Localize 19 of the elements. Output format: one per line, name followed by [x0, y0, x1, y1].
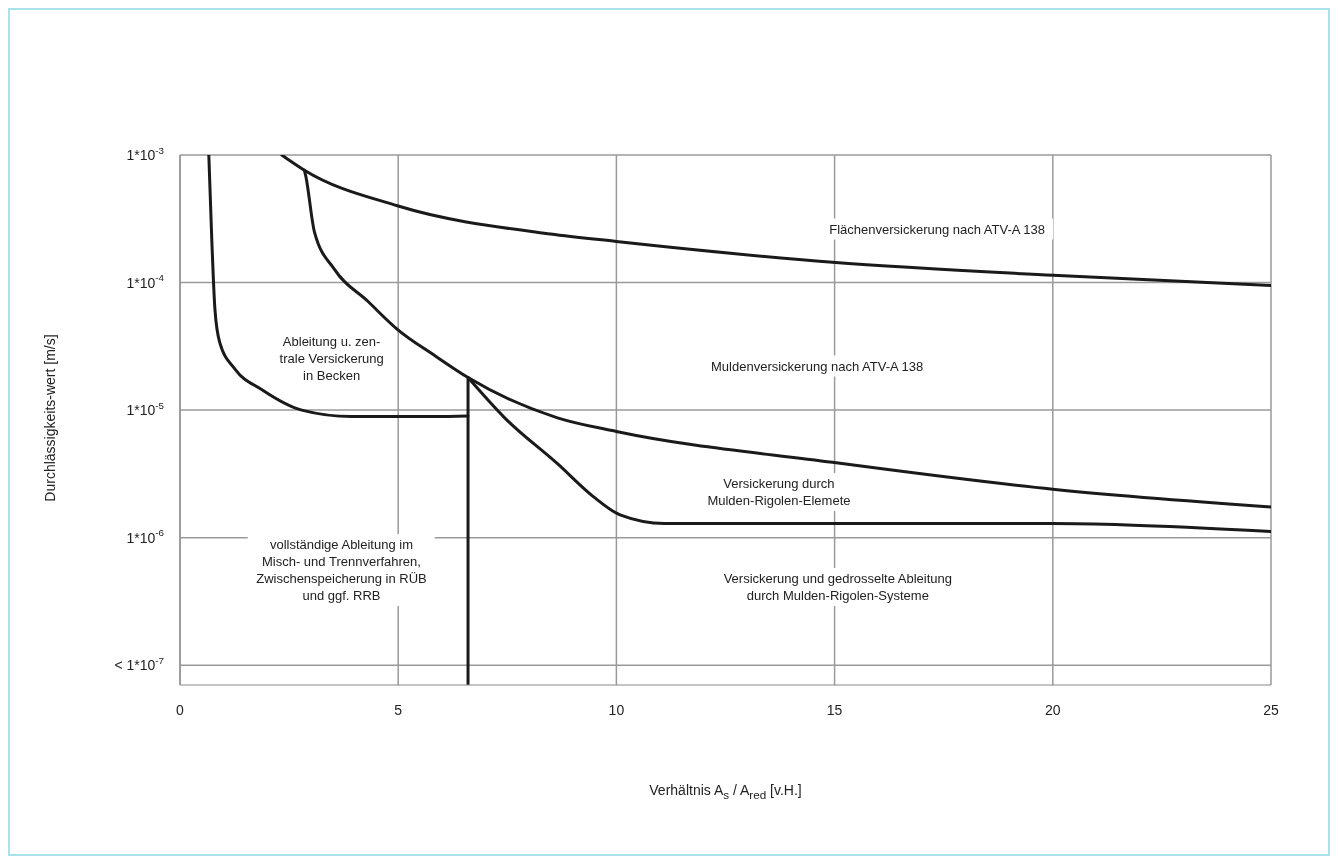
- annotation: Ableitung u. zen- trale Versickerung in Becken: [271, 330, 392, 386]
- x-axis-title: Verhältnis A$_{s}$ / A$_{red}$ [v.H.]: [648, 782, 803, 801]
- x-tick-label: 5: [394, 702, 403, 718]
- annotation: vollständige Ableitung im Misch- und Trennverfahren, Zwischenspeicherung in RÜB und ggf. RRB: [248, 534, 435, 606]
- y-tick-label: < 1*10$^{-7}$: [114, 654, 164, 674]
- y-tick-label: 1*10$^{-6}$: [126, 527, 165, 546]
- y-tick-label: 1*10$^{-3}$: [126, 144, 165, 163]
- annotation: Flächenversickerung nach ATV-A 138: [821, 218, 1054, 240]
- annotation: Muldenversickerung nach ATV-A 138: [703, 355, 932, 377]
- x-tick-label: 20: [1045, 702, 1061, 718]
- x-tick-label: 10: [608, 702, 625, 718]
- y-tick-label: 1*10$^{-4}$: [126, 272, 165, 291]
- annotation: Versickerung durch Mulden-Rigolen-Elemete: [699, 472, 859, 511]
- annotation: Versickerung und gedrosselte Ableitung durch Mulden-Rigolen-Systeme: [715, 567, 961, 606]
- x-tick-label: 0: [176, 702, 185, 718]
- x-tick-label: 25: [1263, 702, 1279, 718]
- y-axis-title: Durchlässigkeits-wert [m/s]: [42, 333, 58, 504]
- y-tick-label: 1*10$^{-5}$: [126, 399, 165, 419]
- x-tick-label: 15: [826, 702, 843, 718]
